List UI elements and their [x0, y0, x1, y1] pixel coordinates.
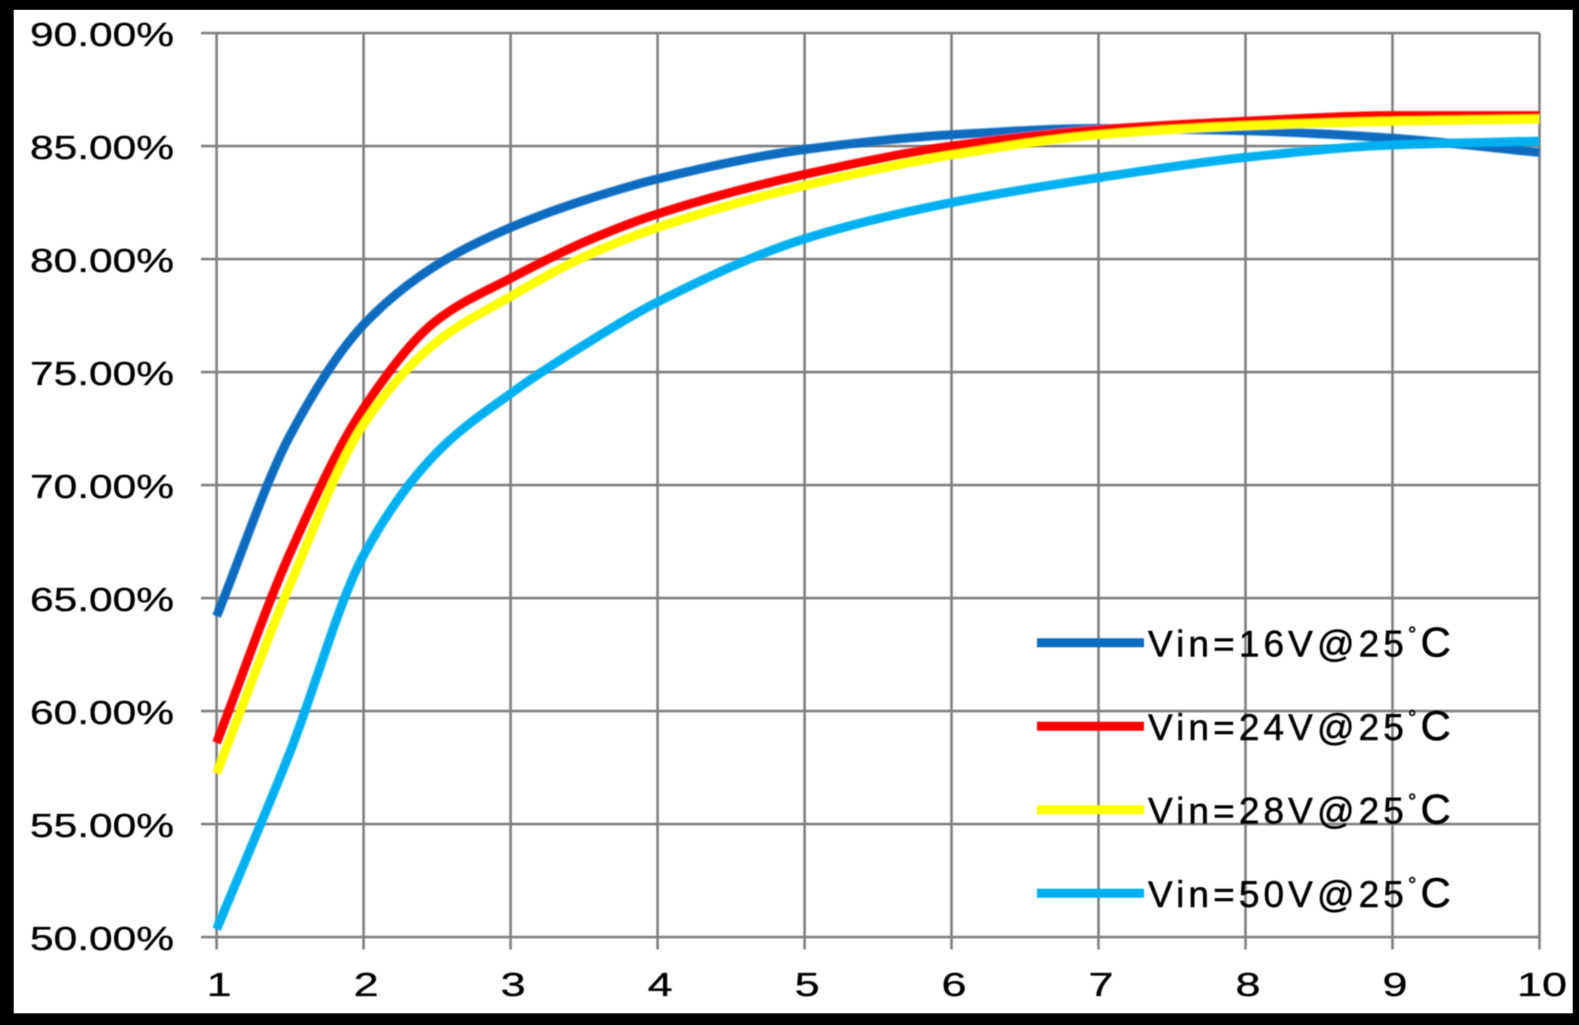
svg-text:10: 10: [1517, 966, 1567, 1003]
svg-text:70.00%: 70.00%: [30, 468, 174, 505]
svg-text:80.00%: 80.00%: [30, 242, 174, 279]
svg-text:90.00%: 90.00%: [30, 16, 174, 53]
svg-text:1: 1: [207, 966, 232, 1003]
svg-text:Vin=24V@25°C: Vin=24V@25°C: [1148, 702, 1455, 749]
svg-text:3: 3: [501, 966, 526, 1003]
svg-text:50.00%: 50.00%: [30, 920, 174, 957]
svg-text:2: 2: [354, 966, 379, 1003]
svg-text:55.00%: 55.00%: [30, 807, 174, 844]
svg-text:75.00%: 75.00%: [30, 355, 174, 392]
svg-text:Vin=16V@25°C: Vin=16V@25°C: [1148, 618, 1455, 665]
svg-text:4: 4: [648, 966, 673, 1003]
svg-text:9: 9: [1383, 966, 1408, 1003]
svg-text:60.00%: 60.00%: [30, 694, 174, 731]
svg-text:8: 8: [1236, 966, 1261, 1003]
svg-text:6: 6: [942, 966, 967, 1003]
svg-text:7: 7: [1089, 966, 1114, 1003]
svg-text:85.00%: 85.00%: [30, 129, 174, 166]
svg-text:65.00%: 65.00%: [30, 581, 174, 618]
svg-text:Vin=50V@25°C: Vin=50V@25°C: [1148, 869, 1455, 916]
svg-text:5: 5: [795, 966, 820, 1003]
svg-text:Vin=28V@25°C: Vin=28V@25°C: [1148, 785, 1455, 832]
